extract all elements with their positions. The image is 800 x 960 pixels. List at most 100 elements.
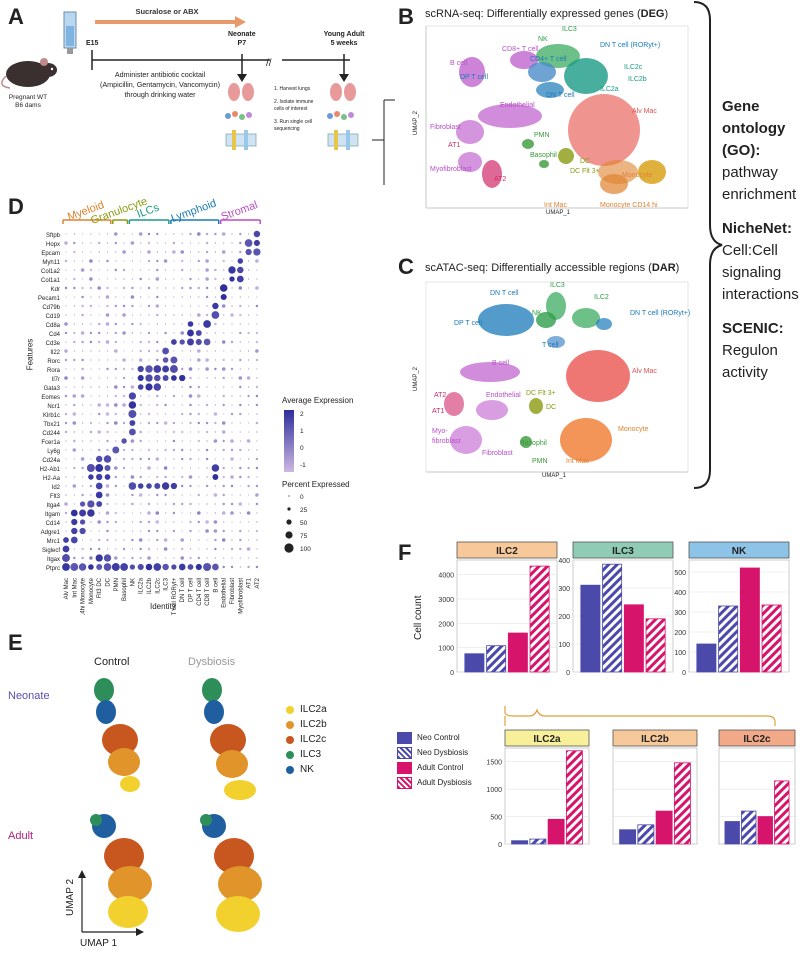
dot: [115, 296, 117, 298]
dot: [80, 376, 85, 380]
dot: [65, 314, 67, 316]
dot: [114, 367, 118, 371]
dot: [173, 548, 175, 550]
dot: [122, 250, 126, 254]
dot: [130, 439, 135, 443]
legend-label: ILC2b: [300, 719, 327, 730]
dot: [230, 367, 234, 371]
dot: [105, 484, 110, 488]
dot: [115, 458, 117, 460]
ytick-label: 500: [674, 570, 686, 577]
dot: [239, 323, 241, 325]
dot: [172, 250, 176, 254]
dot: [206, 548, 208, 550]
feature-label: Itga4: [47, 503, 61, 509]
dot: [214, 512, 216, 514]
panel-b-xaxis-label: UMAP_1: [546, 210, 571, 216]
scenic-title: SCENIC:: [722, 320, 784, 337]
dot: [148, 296, 150, 298]
dot: [223, 521, 225, 523]
chart-title: NK: [732, 546, 747, 557]
bar: [741, 810, 757, 845]
dot: [148, 431, 150, 433]
dot: [173, 332, 175, 334]
dot: [131, 286, 134, 290]
dot: [205, 295, 209, 299]
umap-b-cluster-label: Monocyte: [622, 172, 653, 179]
dot: [155, 457, 160, 461]
dot: [122, 367, 126, 371]
dot: [89, 484, 93, 488]
umap-c-cluster-label: Myo-: [432, 428, 448, 435]
pct-legend-dot: [287, 507, 291, 511]
dot: [147, 511, 151, 515]
ilc2-bracket: [504, 706, 776, 726]
dot: [203, 320, 211, 328]
dot: [248, 413, 250, 415]
dot: [73, 548, 75, 550]
dot: [214, 557, 216, 559]
umap-b-cluster-label: Endothelial: [500, 102, 535, 109]
bar: [486, 645, 507, 673]
umap-c-cluster-label: T cell: [542, 342, 559, 349]
dot: [156, 242, 158, 244]
dot: [231, 530, 233, 532]
ytick-label: 200: [674, 630, 686, 637]
dot: [73, 358, 76, 362]
nichenet-line2: Cell:Cell: [722, 242, 778, 259]
dot: [123, 494, 125, 496]
dot: [73, 260, 75, 262]
dot: [239, 358, 242, 362]
dot: [82, 404, 84, 406]
dot: [98, 278, 100, 280]
umap-c-cluster-label: ILC3: [550, 282, 565, 289]
dot: [222, 259, 225, 263]
panel-c-title-bold: DAR: [651, 262, 676, 274]
chart-title: ILC2b: [641, 734, 669, 745]
dot: [198, 449, 200, 451]
dot: [82, 278, 84, 280]
dot: [147, 340, 151, 344]
dot: [147, 412, 151, 416]
dot: [253, 230, 261, 238]
panel-c-title: scATAC-seq: Differentially accessible re…: [425, 262, 679, 274]
dot: [111, 563, 120, 571]
dot: [255, 502, 259, 506]
dot: [255, 385, 259, 389]
dot: [255, 331, 259, 335]
dot: [255, 358, 259, 362]
identity-label: ILC3: [164, 577, 170, 590]
bar: [739, 567, 760, 673]
identity-label: DN T cell: [180, 578, 186, 602]
ytick-label: 1500: [486, 760, 502, 767]
dot: [214, 296, 216, 298]
dot: [122, 403, 126, 407]
dot: [122, 304, 126, 308]
dot: [105, 511, 110, 515]
chart-header: [688, 541, 790, 559]
dot: [128, 392, 137, 400]
dot: [62, 545, 70, 553]
dot: [230, 475, 234, 479]
dot: [181, 475, 184, 479]
ytick-label: 4000: [438, 573, 454, 580]
dot: [197, 394, 201, 398]
dot: [156, 313, 159, 317]
dot: [64, 421, 68, 425]
dot: [214, 458, 216, 460]
dot: [82, 350, 84, 352]
panel-f-bars: ILC201000200030004000ILC30100200300400NK…: [438, 541, 796, 849]
dot: [165, 386, 167, 388]
dot: [222, 529, 225, 533]
dot: [90, 233, 92, 235]
dot: [156, 394, 159, 398]
identity-label: Int Mac: [72, 578, 78, 598]
dot: [153, 365, 162, 373]
dot: [130, 385, 135, 389]
dot: [239, 313, 242, 317]
dot: [65, 494, 67, 496]
umap-c-cluster-label: fibroblast: [432, 438, 461, 445]
dot: [139, 277, 142, 281]
legend-item: ILC2a: [286, 702, 327, 717]
dot: [123, 431, 125, 433]
